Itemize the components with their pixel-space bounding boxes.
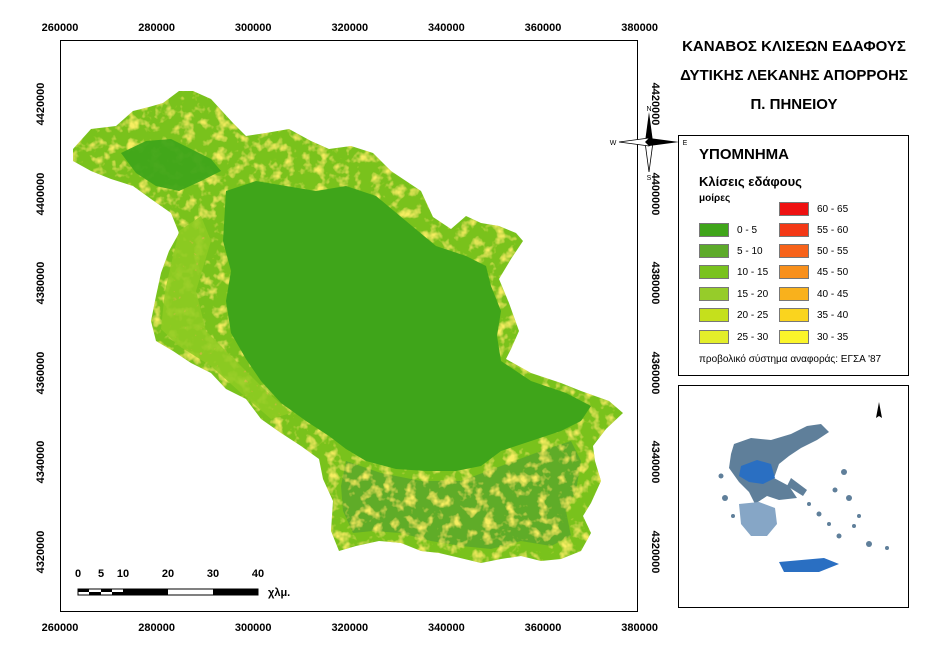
x-tick-label-top: 260000 xyxy=(41,22,79,34)
y-tick-label-right: 4400000 xyxy=(649,172,661,216)
y-tick-label-left: 4320000 xyxy=(35,530,47,574)
legend-item: 20 - 25 xyxy=(699,308,768,322)
greece-basin-highlight xyxy=(739,460,775,484)
title-line-3: Π. ΠΗΝΕΙΟΥ xyxy=(750,96,838,113)
basin-lowland xyxy=(223,181,591,471)
legend-swatch xyxy=(779,308,809,322)
legend-item: 50 - 55 xyxy=(779,244,848,258)
basin-map xyxy=(73,91,623,563)
y-tick-label-left: 4380000 xyxy=(35,261,47,305)
legend-item: 15 - 20 xyxy=(699,287,768,301)
scale-label-0: 0 xyxy=(74,568,82,580)
legend-swatch xyxy=(779,223,809,237)
x-tick-label-top: 300000 xyxy=(234,22,272,34)
x-tick-label-bottom: 280000 xyxy=(138,622,175,634)
legend-item: 0 - 5 xyxy=(699,223,757,237)
y-tick-label-left: 4360000 xyxy=(35,351,47,395)
legend-item: 35 - 40 xyxy=(779,308,848,322)
map-title: ΚΑΝΑΒΟΣ ΚΛΙΣΕΩΝ ΕΔΑΦΟΥΣ ΔΥΤΙΚΗΣ ΛΕΚΑΝΗΣ … xyxy=(668,38,920,125)
greece-islands xyxy=(718,469,889,550)
legend-title: ΥΠΟΜΝΗΜΑ xyxy=(699,146,789,163)
north-arrow-icon: N S E W xyxy=(610,106,688,180)
basin-north-lowland xyxy=(121,139,221,191)
scale-label-10: 10 xyxy=(116,568,130,580)
legend-item: 55 - 60 xyxy=(779,223,848,237)
greece-mainland xyxy=(729,424,829,504)
map-frame[interactable]: N S E W xyxy=(60,40,688,612)
x-tick-label-top: 360000 xyxy=(524,22,562,34)
basin-rim-slopes xyxy=(161,216,291,419)
y-tick-label-left: 4340000 xyxy=(35,440,47,484)
y-tick-label-right: 4380000 xyxy=(649,261,661,305)
west-label: W xyxy=(610,140,617,147)
south-label: S xyxy=(647,175,652,180)
legend-swatch xyxy=(779,265,809,279)
scale-bar: 0 5 10 20 30 40 χλμ. xyxy=(70,568,330,608)
inset-north-arrow-icon xyxy=(876,402,882,418)
greece-crete xyxy=(779,558,839,572)
legend-swatch xyxy=(699,244,729,258)
legend-subtitle: Κλίσεις εδάφους xyxy=(699,174,802,189)
legend-swatch xyxy=(699,330,729,344)
x-tick-label-bottom: 340000 xyxy=(428,622,465,634)
greece-inset-map xyxy=(678,385,909,608)
scale-label-40: 40 xyxy=(251,568,265,580)
legend-swatch xyxy=(779,330,809,344)
basin-southern-hills xyxy=(341,441,581,549)
legend-item: 10 - 15 xyxy=(699,265,768,279)
x-tick-label-bottom: 380000 xyxy=(621,622,658,634)
legend-item: 60 - 65 xyxy=(779,202,848,216)
scale-unit: χλμ. xyxy=(268,587,291,599)
legend-swatch xyxy=(699,287,729,301)
legend-item: 30 - 35 xyxy=(779,330,848,344)
title-line-1: ΚΑΝΑΒΟΣ ΚΛΙΣΕΩΝ ΕΔΑΦΟΥΣ xyxy=(682,38,906,55)
y-tick-label-left: 4420000 xyxy=(35,82,47,126)
y-tick-label-right: 4360000 xyxy=(649,351,661,395)
y-tick-label-left: 4400000 xyxy=(35,172,47,216)
projection-note: προβολικό σύστημα αναφοράς: ΕΓΣΑ '87 xyxy=(699,354,882,365)
x-tick-label-top: 380000 xyxy=(621,22,658,34)
north-label: N xyxy=(646,106,651,113)
legend-swatch xyxy=(779,202,809,216)
scale-label-30: 30 xyxy=(206,568,220,580)
legend-item: 5 - 10 xyxy=(699,244,763,258)
x-tick-label-bottom: 300000 xyxy=(234,622,272,634)
scale-bar-segments xyxy=(77,588,259,596)
scale-label-20: 20 xyxy=(161,568,175,580)
y-tick-label-right: 4340000 xyxy=(649,440,661,484)
legend-swatch xyxy=(779,287,809,301)
greece-inset-svg xyxy=(718,402,889,572)
greece-evia xyxy=(787,478,807,496)
legend: ΥΠΟΜΝΗΜΑ Κλίσεις εδάφους μοίρες 0 - 5 5 … xyxy=(678,135,909,376)
east-label: E xyxy=(683,140,688,147)
legend-item: 25 - 30 xyxy=(699,330,768,344)
x-tick-label-top: 320000 xyxy=(331,22,369,34)
legend-swatch xyxy=(779,244,809,258)
x-tick-label-bottom: 360000 xyxy=(524,622,562,634)
legend-item: 40 - 45 xyxy=(779,287,848,301)
legend-unit: μοίρες xyxy=(699,193,731,204)
x-tick-label-bottom: 260000 xyxy=(41,622,79,634)
y-tick-label-right: 4320000 xyxy=(649,530,661,574)
legend-swatch xyxy=(699,223,729,237)
x-tick-label-bottom: 320000 xyxy=(331,622,369,634)
x-tick-label-top: 340000 xyxy=(428,22,465,34)
title-line-2: ΔΥΤΙΚΗΣ ΛΕΚΑΝΗΣ ΑΠΟΡΡΟΗΣ xyxy=(680,67,908,84)
legend-swatch xyxy=(699,308,729,322)
greece-peloponnese xyxy=(739,502,777,536)
x-tick-label-top: 280000 xyxy=(138,22,175,34)
y-tick-label-right: 4420000 xyxy=(649,82,661,126)
legend-item: 45 - 50 xyxy=(779,265,848,279)
legend-swatch xyxy=(699,265,729,279)
scale-label-5: 5 xyxy=(97,568,105,580)
